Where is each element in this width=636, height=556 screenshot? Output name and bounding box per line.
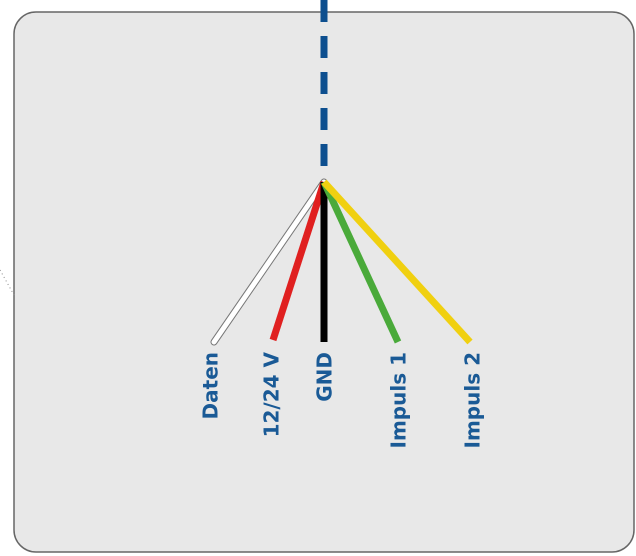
wire-label: Impuls 2 xyxy=(461,352,485,448)
wire-label: GND xyxy=(313,352,337,402)
wire-label: 12/24 V xyxy=(260,351,284,437)
wire xyxy=(321,179,473,345)
wire-label: Impuls 1 xyxy=(387,352,411,448)
wire xyxy=(269,180,328,342)
wires: Daten 12/24 V GND Impuls 1 Impuls 2 xyxy=(199,178,485,448)
dotted-mark xyxy=(0,269,15,296)
wire-label: Daten xyxy=(199,352,223,419)
wire xyxy=(211,179,327,345)
wire xyxy=(320,180,402,344)
